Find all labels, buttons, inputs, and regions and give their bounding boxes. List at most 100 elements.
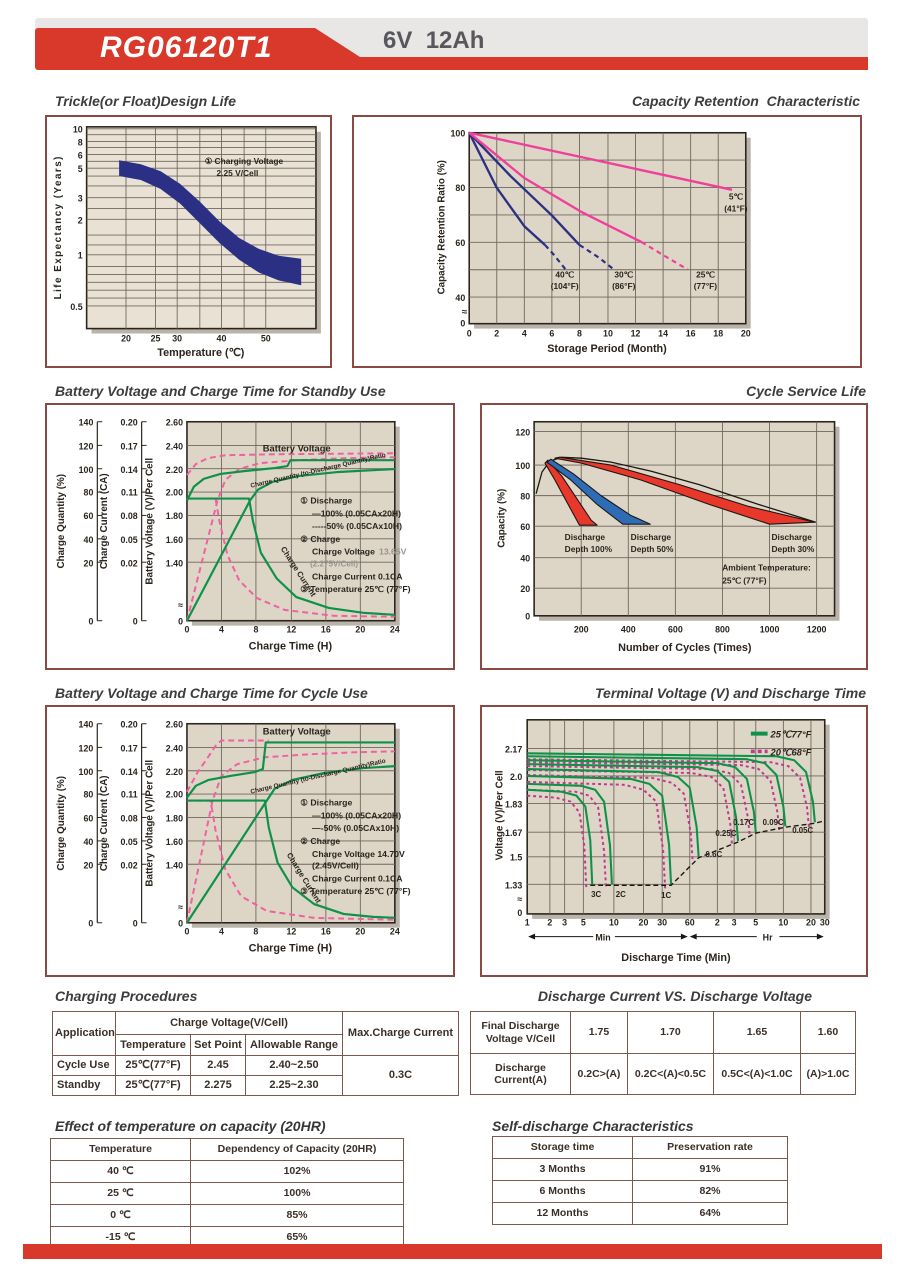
charging-procedures-table: Application Charge Voltage(V/Cell) Max.C… xyxy=(52,1011,459,1096)
svg-text:Depth 100%: Depth 100% xyxy=(565,544,613,554)
table-row: Cycle Use 25℃(77°F) 2.45 2.40~2.50 0.3C xyxy=(52,1055,459,1096)
svg-text:Hr: Hr xyxy=(763,933,773,943)
svg-text:20: 20 xyxy=(83,861,93,871)
svg-text:1.60: 1.60 xyxy=(166,535,183,545)
cell-current: 0.5C<(A)<1.0C xyxy=(713,1053,801,1095)
svg-text:(104°F): (104°F) xyxy=(551,281,579,291)
svg-text:0.05: 0.05 xyxy=(120,535,137,545)
svg-text:1: 1 xyxy=(78,251,83,261)
svg-text:2: 2 xyxy=(547,918,552,928)
cell-voltage: 1.60 xyxy=(800,1011,856,1054)
svg-text:0.09C: 0.09C xyxy=(763,818,784,827)
svg-text:0: 0 xyxy=(517,908,522,918)
svg-text:0: 0 xyxy=(184,625,189,635)
svg-text:0.08: 0.08 xyxy=(120,813,137,823)
svg-text:16: 16 xyxy=(686,328,696,338)
discharge-voltage-table: Final Discharge Voltage V/Cell 1.75 1.70… xyxy=(470,1011,856,1095)
svg-text:5: 5 xyxy=(78,164,83,174)
svg-text:10: 10 xyxy=(603,328,613,338)
trickle-design-life-plot: 10 8 6 5 3 2 1 0.5 20 25 30 40 50 Life Expectancy (Ye… xyxy=(53,125,321,359)
svg-text:0.5: 0.5 xyxy=(70,302,82,312)
table-row: Standby 25℃(77°F) 2.275 2.25~2.30 xyxy=(52,1075,459,1096)
svg-text:12: 12 xyxy=(286,625,296,635)
svg-text:Battery Voltage: Battery Voltage xyxy=(263,443,331,453)
table-row: -15 ℃ 65% xyxy=(50,1226,404,1249)
svg-text:20: 20 xyxy=(806,918,816,928)
svg-text:Charge Voltage 14.70V: Charge Voltage 14.70V xyxy=(312,849,405,859)
svg-text:2.00: 2.00 xyxy=(166,488,183,498)
cell-rate: 82% xyxy=(632,1180,788,1203)
svg-text:(86°F): (86°F) xyxy=(612,281,636,291)
svg-text:50: 50 xyxy=(261,333,271,343)
title-cycle-service: Cycle Service Life xyxy=(746,383,866,399)
svg-text:25℃77°F: 25℃77°F xyxy=(770,730,812,740)
svg-text:3C: 3C xyxy=(591,890,601,899)
th-dependency: Dependency of Capacity (20HR) xyxy=(190,1138,404,1161)
svg-text:20: 20 xyxy=(121,333,131,343)
svg-text:30: 30 xyxy=(657,918,667,928)
cell-rate: 91% xyxy=(632,1158,788,1181)
title-effect: Effect of temperature on capacity (20HR) xyxy=(55,1118,326,1134)
svg-text:Charge Time (H): Charge Time (H) xyxy=(249,942,333,954)
title-discharge-vs: Discharge Current VS. Discharge Voltage xyxy=(537,988,812,1004)
svg-text:Life Expectancy (Years): Life Expectancy (Years) xyxy=(53,155,64,299)
th-temperature: Temperature xyxy=(50,1138,191,1161)
title-retention: Capacity Retention Characteristic xyxy=(632,93,860,109)
svg-text:4: 4 xyxy=(522,328,527,338)
table-row: 6 Months 82% xyxy=(492,1180,788,1203)
svg-text:0: 0 xyxy=(525,612,530,622)
svg-text:40: 40 xyxy=(520,554,530,564)
svg-text:40: 40 xyxy=(455,293,465,303)
svg-text:Charge Current 0.1CA: Charge Current 0.1CA xyxy=(312,873,403,883)
cell-storage: 12 Months xyxy=(492,1202,633,1225)
title-charging: Charging Procedures xyxy=(55,988,198,1004)
svg-text:30℃: 30℃ xyxy=(614,269,633,279)
svg-text:4: 4 xyxy=(219,927,224,937)
svg-text:18: 18 xyxy=(713,328,723,338)
svg-text:0: 0 xyxy=(88,919,93,929)
cell-voltage: 1.75 xyxy=(570,1011,628,1054)
svg-text:Ambient Temperature:: Ambient Temperature: xyxy=(722,562,811,572)
chart-cycle-use-charge: 140 120 100 80 60 40 20 0 0.20 0.17 0.14 0.11 0.08 0.… xyxy=(45,705,455,977)
svg-text:0.14: 0.14 xyxy=(120,767,137,777)
svg-text:0: 0 xyxy=(178,919,183,929)
svg-text:120: 120 xyxy=(515,428,530,438)
svg-text:140: 140 xyxy=(79,720,94,730)
svg-text:③ Temperature 25℃ (77°F): ③ Temperature 25℃ (77°F) xyxy=(300,886,410,896)
svg-text:Capacity (%): Capacity (%) xyxy=(497,489,508,548)
svg-text:3: 3 xyxy=(562,918,567,928)
svg-text:1.60: 1.60 xyxy=(166,837,183,847)
svg-text:(2.45V/Cell): (2.45V/Cell) xyxy=(312,861,359,871)
standby-charge-plot: 1401201008060402000.200.170.140.110.080.… xyxy=(56,418,411,653)
cell-storage: 6 Months xyxy=(492,1180,633,1203)
svg-text:16: 16 xyxy=(321,927,331,937)
svg-text:(77°F): (77°F) xyxy=(694,281,718,291)
chart-trickle-design-life: 10 8 6 5 3 2 1 0.5 20 25 30 40 50 Life Expectancy (Ye… xyxy=(45,115,332,368)
svg-text:Voltage (V)/Per Cell: Voltage (V)/Per Cell xyxy=(495,770,506,860)
svg-text:Discharge: Discharge xyxy=(772,532,813,542)
th-set-point: Set Point xyxy=(190,1034,246,1056)
svg-text:0.05C: 0.05C xyxy=(792,826,813,835)
svg-text:1.67: 1.67 xyxy=(505,828,522,838)
svg-text:10: 10 xyxy=(609,918,619,928)
svg-text:-----50% (0.05CAx10H): -----50% (0.05CAx10H) xyxy=(312,521,402,531)
svg-text:0.05: 0.05 xyxy=(120,837,137,847)
svg-text:2.25 V/Cell: 2.25 V/Cell xyxy=(217,168,259,178)
svg-text:2.00: 2.00 xyxy=(166,790,183,800)
self-discharge-table: Storage time Preservation rate 3 Months … xyxy=(492,1136,788,1225)
th-storage-time: Storage time xyxy=(492,1136,633,1159)
cell-capacity: 100% xyxy=(190,1182,404,1205)
svg-text:0.17C: 0.17C xyxy=(733,818,754,827)
svg-text:100: 100 xyxy=(79,465,94,475)
svg-text:Charge Current (CA): Charge Current (CA) xyxy=(99,473,110,569)
svg-text:4: 4 xyxy=(219,625,224,635)
svg-text:20℃68°F: 20℃68°F xyxy=(770,747,812,757)
svg-text:6: 6 xyxy=(78,150,83,160)
svg-text:≈: ≈ xyxy=(462,307,468,318)
svg-text:Battery Voltage: Battery Voltage xyxy=(263,727,331,737)
cell-temp: 0 ℃ xyxy=(50,1204,191,1227)
svg-text:1C: 1C xyxy=(661,891,671,900)
svg-text:0: 0 xyxy=(460,319,465,329)
